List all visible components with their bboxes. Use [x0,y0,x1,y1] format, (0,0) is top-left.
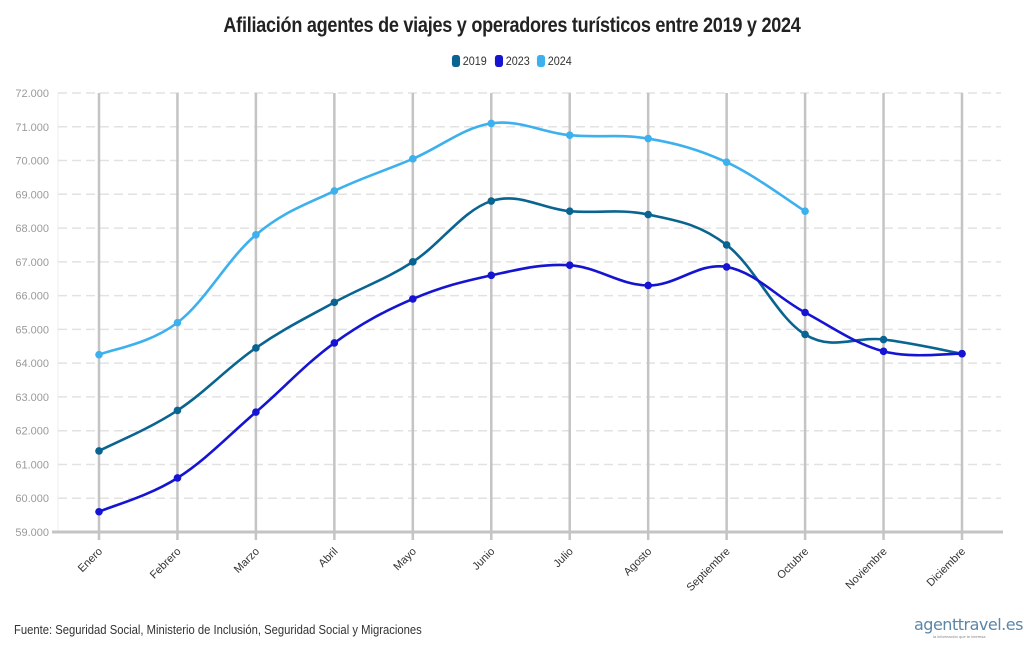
x-tick-label: Marzo [232,546,262,576]
data-point-2023[interactable] [95,507,103,516]
data-point-2023[interactable] [252,408,260,416]
data-point-2024[interactable] [644,134,652,143]
y-tick-label: 67.000 [15,257,49,269]
data-point-2023[interactable] [722,263,731,271]
data-point-2023[interactable] [487,271,496,280]
data-point-2019[interactable] [722,241,731,249]
data-point-2023[interactable] [644,281,652,290]
data-point-2024[interactable] [95,350,103,359]
y-axis: 59.000 60.000 61.000 62.000 63.000 64.000 65.0… [15,88,49,539]
data-point-2023[interactable] [330,339,339,347]
data-point-2023[interactable] [879,347,888,356]
data-point-2019[interactable] [879,335,888,344]
y-tick-label: 64.000 [15,358,49,370]
legend-item-2023[interactable]: 2023 [494,54,530,68]
data-point-2024[interactable] [252,231,260,239]
data-point-2024[interactable] [487,119,496,128]
x-axis: Enero Febrero Marzo Abril Mayo Junio Julio Agos… [52,530,1003,594]
legend: 2019 2023 2024 [0,54,1024,68]
data-point-2024[interactable] [409,155,417,163]
x-tick-label: Agosto [622,546,655,579]
data-point-2019[interactable] [409,258,417,266]
data-point-2019[interactable] [252,344,260,352]
data-point-2023[interactable] [565,261,574,270]
data-point-2019[interactable] [644,210,652,219]
data-point-2019[interactable] [95,447,103,455]
series-line-2023 [98,263,963,513]
data-point-2023[interactable] [409,295,417,303]
brand-tagline: la información que te interesa [933,634,986,639]
source-note: Fuente: Seguridad Social, Ministerio de … [14,623,422,637]
x-tick-label: Abril [316,546,340,570]
legend-item-2019[interactable]: 2019 [451,54,487,68]
data-point-2024[interactable] [722,158,731,167]
series-line-2024 [98,121,806,356]
data-point-2019[interactable] [330,298,339,307]
x-tick-label: Febrero [148,546,184,582]
legend-item-2024[interactable]: 2024 [537,54,572,68]
legend-swatch-2024 [537,55,546,67]
series-line-2019 [98,197,963,453]
brand-logo[interactable]: agenttravel.es [914,615,1023,634]
data-point-2024[interactable] [565,131,574,140]
chart-title: Afiliación agentes de viajes y operadore… [223,14,801,37]
data-point-2024[interactable] [173,318,182,327]
data-point-2019[interactable] [565,207,574,215]
legend-swatch-2023 [494,55,503,67]
data-point-2019[interactable] [487,197,496,205]
data-point-2023[interactable] [173,474,182,482]
y-tick-label: 62.000 [15,426,49,438]
y-tick-label: 59.000 [15,527,49,539]
y-tick-label: 69.000 [15,189,49,201]
y-tick-label: 71.000 [15,122,49,134]
legend-label-2024: 2024 [548,54,573,68]
x-tick-label: Octubre [775,546,811,582]
data-point-2024[interactable] [330,187,339,195]
data-point-2019[interactable] [801,330,809,339]
data-point-2023[interactable] [801,308,809,317]
x-tick-label: Mayo [391,546,419,574]
y-tick-label: 63.000 [15,392,49,404]
y-tick-label: 68.000 [15,223,49,235]
data-point-2019[interactable] [173,406,182,415]
legend-label-2023: 2023 [505,54,530,68]
x-tick-label: Junio [470,546,497,573]
y-tick-label: 61.000 [15,459,49,471]
legend-swatch-2019 [451,55,460,67]
series-layer [95,119,966,516]
y-tick-label: 70.000 [15,156,49,168]
legend-label-2019: 2019 [462,54,487,68]
y-tick-label: 65.000 [15,324,49,336]
x-tick-label: Enero [76,546,105,575]
y-tick-label: 72.000 [15,88,49,100]
grid [57,92,1001,540]
data-point-2024[interactable] [801,207,809,215]
y-tick-label: 66.000 [15,291,49,303]
x-tick-label: Diciembre [925,546,968,589]
x-tick-label: Septiembre [684,546,732,594]
y-tick-label: 60.000 [15,493,49,505]
x-tick-label: Julio [551,546,575,570]
x-tick-label: Noviembre [844,546,890,592]
data-point-2023[interactable] [958,349,966,358]
